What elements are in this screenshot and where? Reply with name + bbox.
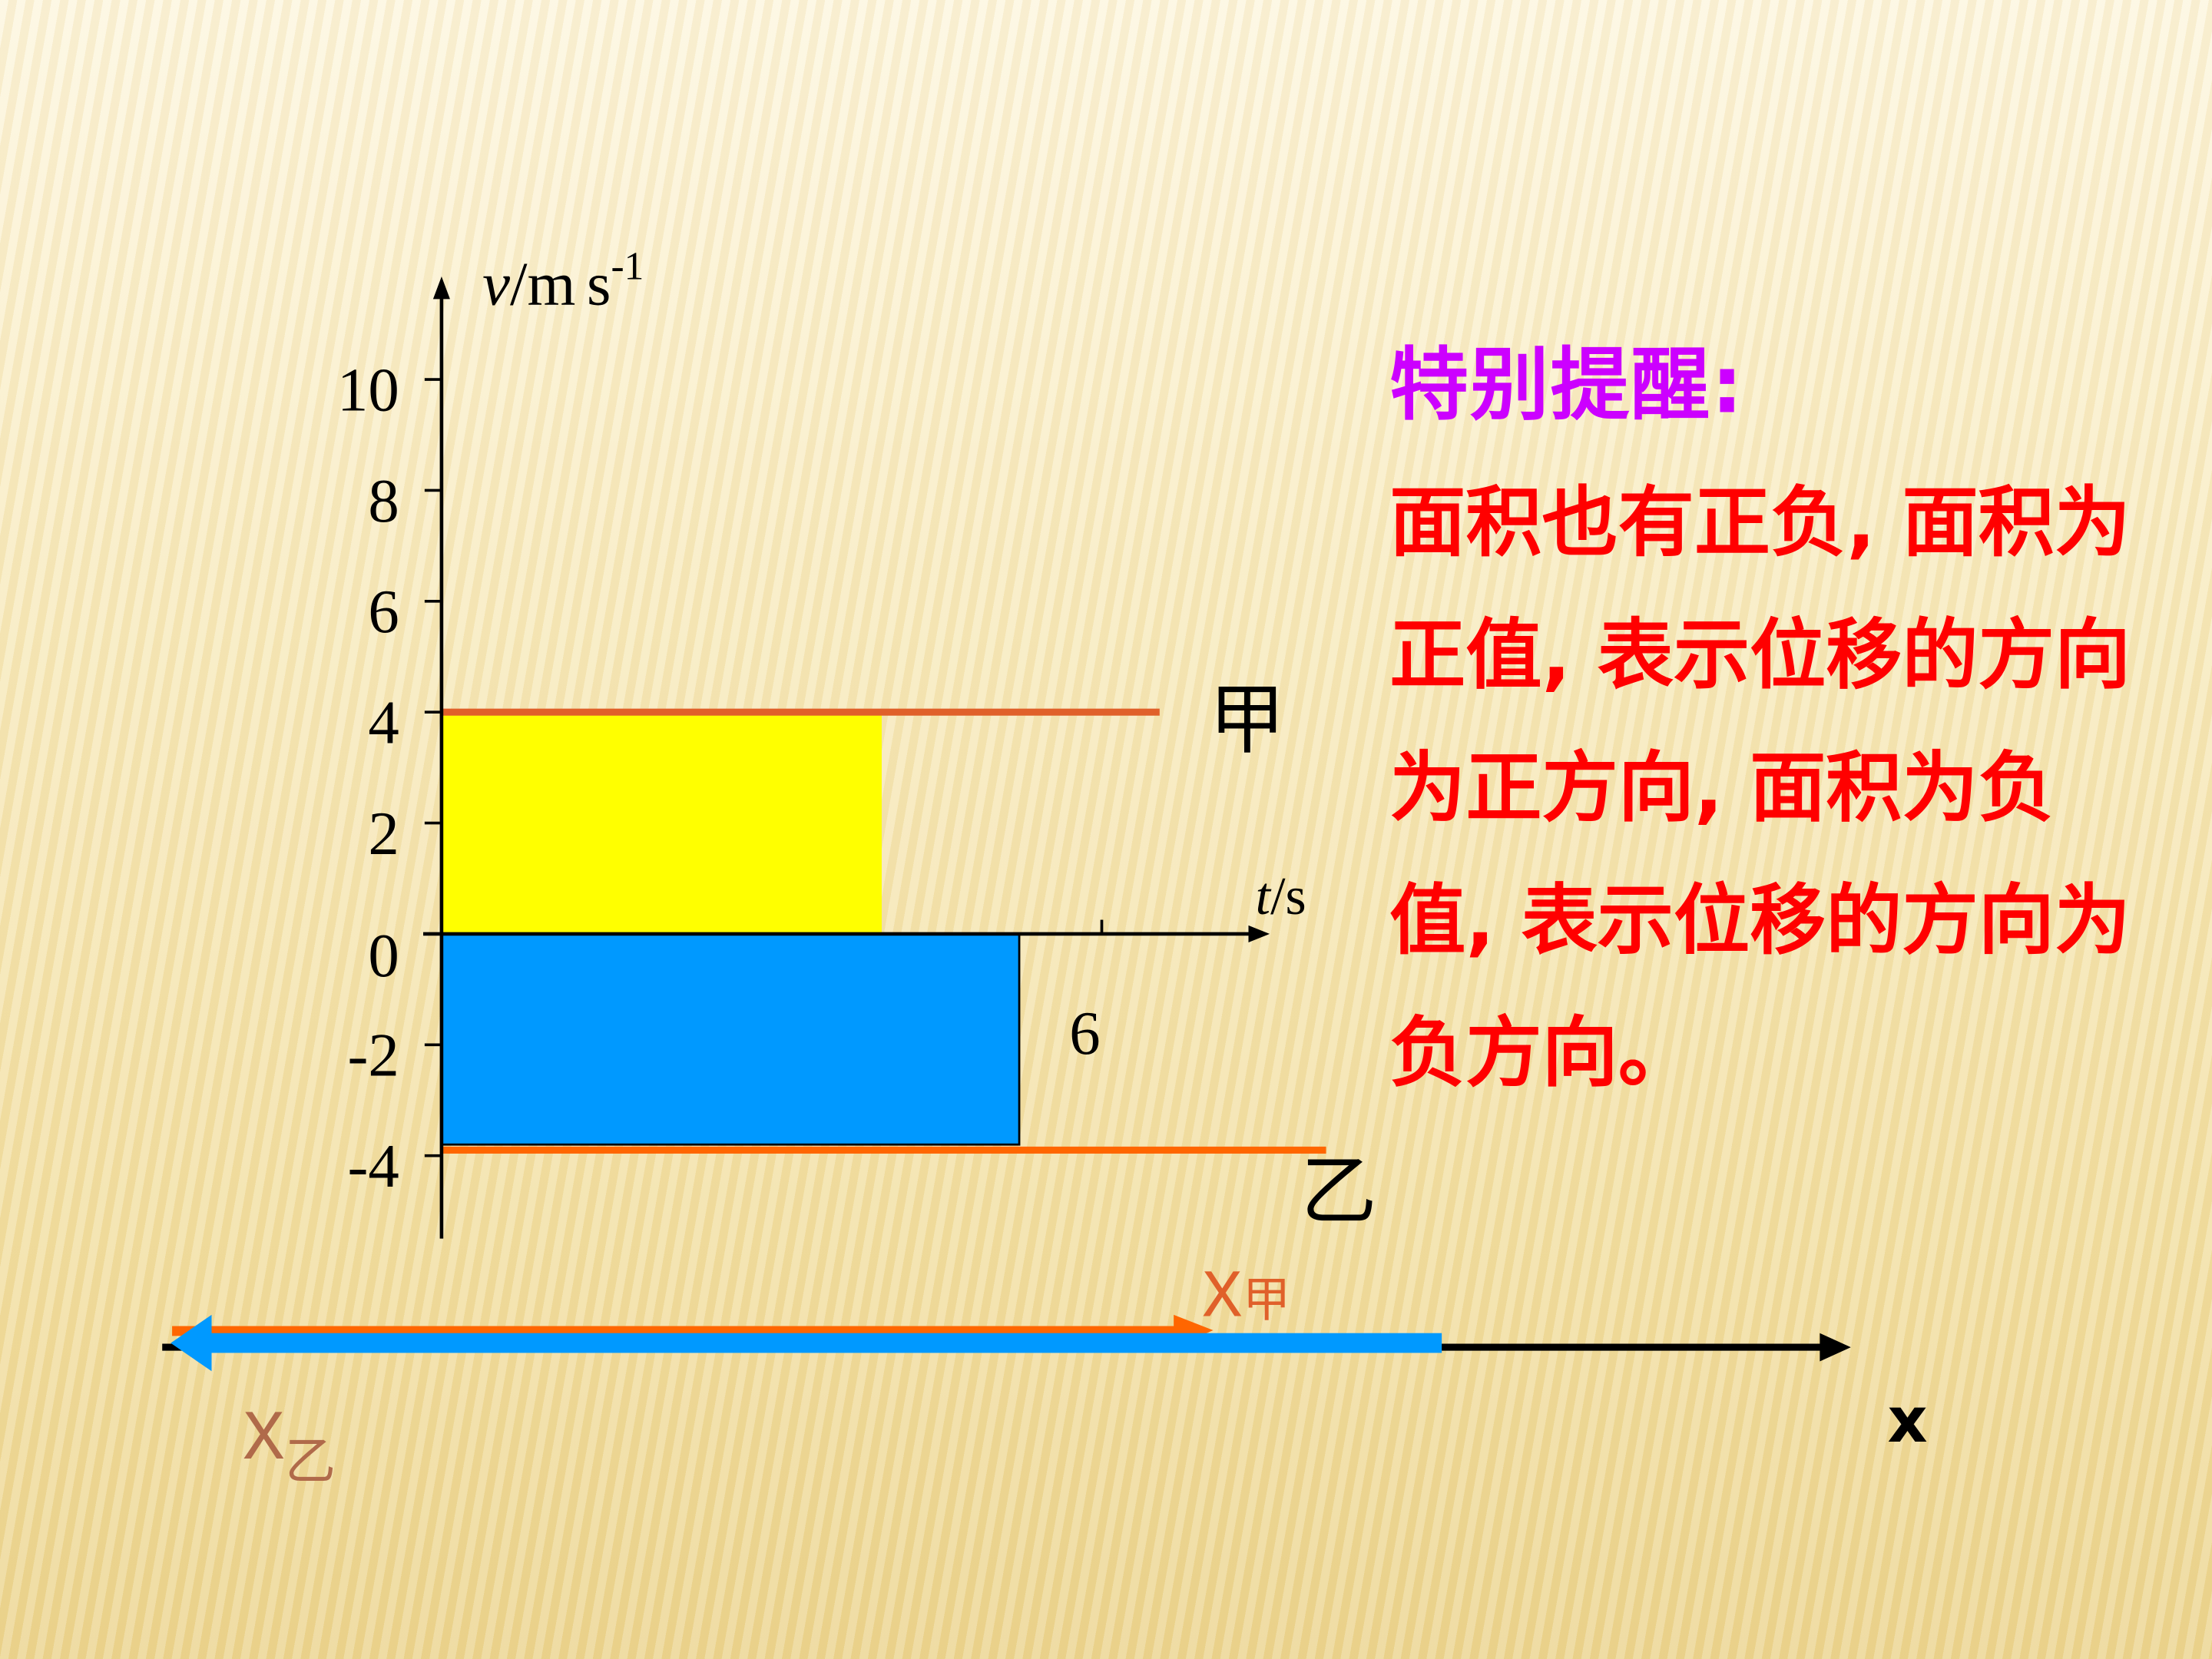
yi-displacement-label: X乙 xyxy=(242,1400,336,1492)
y-tick-label: -4 xyxy=(347,1132,399,1200)
y-tick-label: 8 xyxy=(368,467,399,535)
series-label-jia: 甲 xyxy=(1209,675,1286,765)
y-tick-label: 6 xyxy=(368,578,399,646)
y-tick-label: 10 xyxy=(337,356,399,424)
y-tick-label: 4 xyxy=(368,689,399,757)
position-axis-label: x xyxy=(1887,1385,1928,1458)
x-axis-label: t/s xyxy=(1256,867,1306,926)
y-tick-label: -2 xyxy=(347,1022,399,1090)
note-title: 特别提醒: xyxy=(1389,339,1744,432)
y-tick-label: 0 xyxy=(368,922,399,990)
y-axis-label: v/m s-1 xyxy=(482,245,644,319)
area-0 xyxy=(441,712,882,934)
note-body: 面积也有正负, 面积为正值, 表示位移的方向为正方向, 面积为负值, 表示位移的… xyxy=(1389,478,2131,1098)
y-axis-arrow xyxy=(432,276,450,300)
series-label-yi: 乙 xyxy=(1300,1147,1377,1236)
jia-displacement-label: X甲 xyxy=(1201,1261,1291,1338)
position-axis-arrow xyxy=(1820,1333,1851,1362)
x-tick-label: 6 xyxy=(1069,999,1100,1068)
y-tick-label: 2 xyxy=(368,800,399,868)
yi-displacement-arrowhead xyxy=(171,1314,212,1372)
area-1 xyxy=(440,932,1021,1146)
yi-displacement-bar xyxy=(206,1333,1442,1353)
x-axis-arrow xyxy=(1248,925,1270,942)
